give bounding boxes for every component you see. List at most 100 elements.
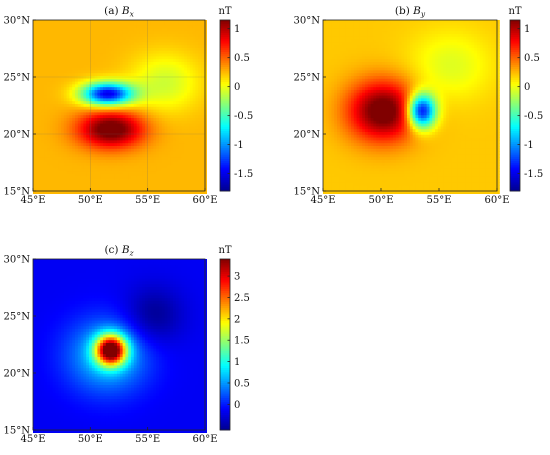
heatmap-cell [153, 174, 156, 177]
heatmap-cell [491, 56, 494, 59]
heatmap-cell [103, 62, 106, 65]
heatmap-cell [156, 129, 159, 132]
heatmap-cell [195, 163, 198, 166]
heatmap-cell [81, 180, 84, 183]
heatmap-cell [480, 42, 483, 45]
heatmap-cell [120, 138, 123, 141]
heatmap-cell [176, 112, 179, 115]
heatmap-cell [41, 182, 44, 185]
heatmap-cell [401, 23, 404, 26]
heatmap-cell [81, 68, 84, 71]
heatmap-cell [78, 146, 81, 149]
heatmap-cell [365, 40, 368, 43]
heatmap-cell [114, 163, 117, 166]
heatmap-cell [33, 166, 36, 169]
heatmap-cell [131, 45, 134, 48]
heatmap-cell [114, 96, 117, 99]
heatmap-cell [137, 59, 140, 62]
heatmap-cell [494, 28, 497, 31]
heatmap-cell [100, 166, 103, 169]
heatmap-cell [480, 40, 483, 43]
heatmap-cell [151, 132, 154, 135]
heatmap-cell [198, 98, 201, 101]
heatmap-cell [418, 56, 421, 59]
heatmap-cell [100, 177, 103, 180]
heatmap-cell [156, 163, 159, 166]
heatmap-cell [455, 54, 458, 57]
heatmap-cell [343, 48, 346, 51]
heatmap-cell [485, 51, 488, 54]
heatmap-cell [170, 112, 173, 115]
heatmap-cell [455, 56, 458, 59]
heatmap-cell [134, 168, 137, 171]
heatmap-cell [179, 84, 182, 87]
heatmap-cell [477, 26, 480, 29]
heatmap-cell [44, 34, 47, 37]
heatmap-cell [471, 56, 474, 59]
heatmap-cell [100, 101, 103, 104]
heatmap-cell [72, 166, 75, 169]
heatmap-cell [67, 62, 70, 65]
heatmap-cell [193, 101, 196, 104]
heatmap-cell [142, 59, 145, 62]
heatmap-cell [36, 110, 39, 113]
heatmap-cell [371, 37, 374, 40]
heatmap-cell [139, 157, 142, 160]
heatmap-cell [179, 140, 182, 143]
heatmap-cell [148, 37, 151, 40]
heatmap-cell [477, 42, 480, 45]
heatmap-cell [36, 70, 39, 73]
heatmap-cell [64, 82, 67, 85]
heatmap-cell [167, 174, 170, 177]
heatmap-cell [53, 154, 56, 157]
heatmap-cell [373, 65, 376, 68]
heatmap-cell [181, 118, 184, 121]
heatmap-cell [195, 34, 198, 37]
heatmap-cell [53, 28, 56, 31]
heatmap-cell [343, 34, 346, 37]
heatmap-cell [170, 56, 173, 59]
heatmap-cell [111, 163, 114, 166]
heatmap-cell [83, 135, 86, 138]
heatmap-cell [142, 112, 145, 115]
heatmap-cell [139, 23, 142, 26]
heatmap-cell [97, 82, 100, 85]
heatmap-cell [67, 132, 70, 135]
heatmap-cell [128, 101, 131, 104]
heatmap-cell [123, 182, 126, 185]
heatmap-cell [61, 171, 64, 174]
heatmap-cell [100, 20, 103, 23]
heatmap-cell [396, 37, 399, 40]
heatmap-cell [44, 121, 47, 124]
heatmap-cell [443, 34, 446, 37]
heatmap-cell [480, 26, 483, 29]
heatmap-cell [33, 93, 36, 96]
heatmap-cell [67, 48, 70, 51]
heatmap-cell [97, 42, 100, 45]
heatmap-cell [193, 115, 196, 118]
heatmap-cell [120, 59, 123, 62]
heatmap-cell [142, 146, 145, 149]
heatmap-cell [134, 31, 137, 34]
heatmap-cell [61, 23, 64, 26]
heatmap-cell [55, 166, 58, 169]
heatmap-cell [69, 65, 72, 68]
heatmap-cell [64, 70, 67, 73]
heatmap-cell [72, 185, 75, 188]
heatmap-cell [109, 79, 112, 82]
heatmap-cell [41, 154, 44, 157]
heatmap-cell [55, 28, 58, 31]
heatmap-cell [443, 31, 446, 34]
heatmap-cell [103, 31, 106, 34]
heatmap-cell [92, 42, 95, 45]
heatmap-cell [373, 28, 376, 31]
heatmap-cell [44, 101, 47, 104]
heatmap-cell [376, 65, 379, 68]
heatmap-cell [181, 37, 184, 40]
heatmap-cell [193, 168, 196, 171]
heatmap-cell [190, 96, 193, 99]
heatmap-cell [181, 126, 184, 129]
heatmap-cell [134, 160, 137, 163]
heatmap-cell [170, 160, 173, 163]
heatmap-cell [123, 152, 126, 155]
